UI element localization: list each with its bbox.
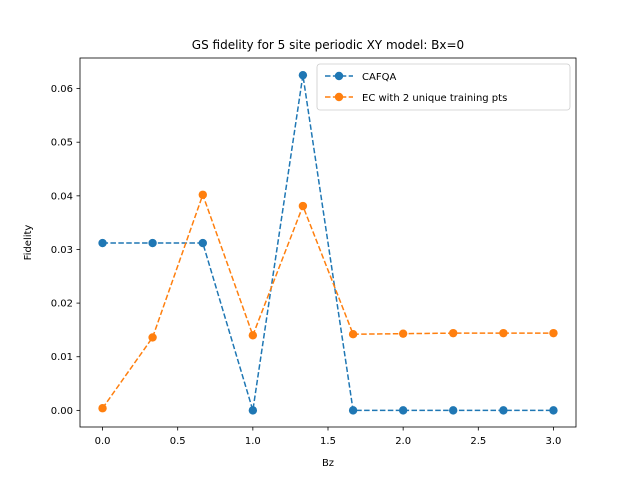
y-tick-label: 0.01 — [51, 352, 73, 363]
x-tick-label: 0.5 — [170, 436, 186, 447]
legend-marker — [334, 92, 344, 102]
legend-label: EC with 2 unique training pts — [362, 93, 507, 104]
legend-marker — [334, 71, 344, 81]
data-point — [449, 406, 458, 415]
series-layer — [98, 70, 558, 415]
y-tick-label: 0.06 — [51, 84, 73, 95]
data-point — [348, 406, 358, 415]
series-line — [102, 75, 554, 412]
data-point — [198, 190, 207, 199]
legend-entry: EC with 2 unique training pts — [325, 92, 507, 104]
series-1 — [98, 70, 558, 415]
data-point — [549, 406, 558, 415]
legend-box — [316, 63, 571, 111]
x-axis-label: Bz — [322, 458, 334, 469]
y-tick-label: 0.03 — [51, 245, 73, 256]
x-tick-label: 1.5 — [320, 436, 336, 447]
data-point — [148, 333, 157, 342]
data-point — [499, 328, 508, 338]
y-tick-label: 0.00 — [51, 406, 73, 417]
data-point — [499, 406, 508, 415]
data-point — [98, 238, 107, 248]
chart-title: GS fidelity for 5 site periodic XY model… — [192, 38, 464, 52]
legend: CAFQA EC with 2 unique training pts — [316, 63, 571, 111]
legend-label: CAFQA — [362, 72, 396, 83]
y-tick-label: 0.05 — [51, 138, 73, 149]
y-tick-label: 0.02 — [51, 299, 73, 310]
series-line — [101, 192, 554, 409]
data-point — [298, 201, 308, 211]
data-point — [449, 328, 458, 338]
series-2 — [98, 190, 558, 413]
data-point — [248, 331, 258, 340]
x-tick-label: 3.0 — [546, 436, 562, 447]
data-point — [298, 70, 308, 80]
data-point — [248, 406, 258, 415]
ticks-layer: 0.0 0.5 1.0 1.5 2.0 2.5 3.0 0.00 0.01 0.02 0.03 0.0… — [51, 84, 562, 447]
x-tick-label: 2.5 — [470, 436, 486, 447]
legend-entry: CAFQA — [325, 71, 396, 83]
data-point — [198, 238, 207, 248]
x-tick-label: 1.0 — [245, 436, 261, 447]
data-point — [398, 329, 408, 338]
data-point — [348, 330, 358, 339]
x-tick-label: 0.0 — [95, 436, 111, 447]
y-axis-label: Fidelity — [23, 225, 34, 261]
x-tick-label: 2.0 — [395, 436, 411, 447]
y-tick-label: 0.04 — [51, 191, 73, 202]
data-point — [398, 406, 408, 415]
data-point — [148, 238, 157, 248]
data-point — [549, 328, 558, 338]
data-point — [98, 404, 107, 413]
